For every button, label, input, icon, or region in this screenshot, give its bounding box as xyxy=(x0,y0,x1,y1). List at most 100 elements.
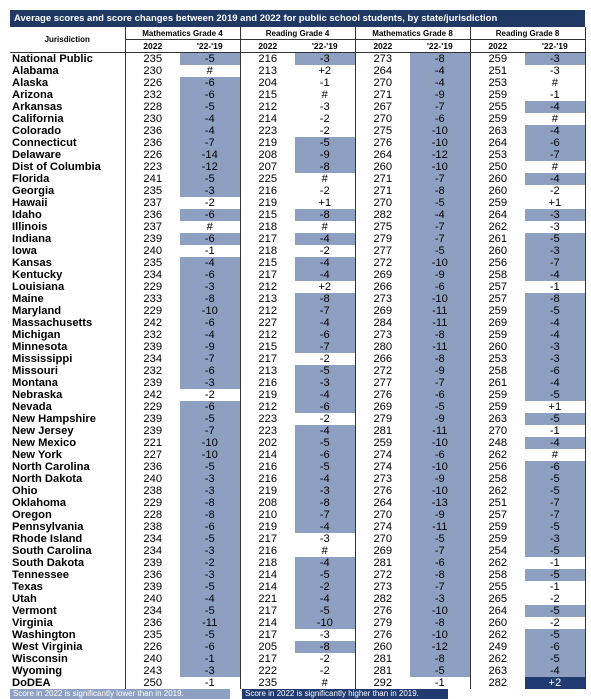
score-change-cell: -7 xyxy=(295,305,356,317)
table-row: Idaho 236 -6 215 -8 282 -4 264 -3 xyxy=(10,209,586,221)
score-change-cell: -4 xyxy=(525,317,586,329)
score-change-cell: -2 xyxy=(295,185,356,197)
score-change-cell: +1 xyxy=(525,197,586,209)
score-change-cell: -3 xyxy=(295,101,356,113)
table-row: Kentucky 234 -6 217 -4 269 -9 258 -4 xyxy=(10,269,586,281)
score-2022-cell: 270 xyxy=(373,509,393,521)
score-change-cell: -11 xyxy=(180,617,241,629)
score-2022-cell: 218 xyxy=(258,221,278,233)
score-change-cell: -5 xyxy=(295,461,356,473)
score-2022-cell: 217 xyxy=(258,533,278,545)
score-change-cell: -10 xyxy=(410,461,471,473)
subheader-year: 2022 xyxy=(125,39,180,53)
score-change-cell: # xyxy=(295,89,356,101)
score-2022-cell: 240 xyxy=(143,245,163,257)
score-change-cell: -3 xyxy=(295,533,356,545)
jurisdiction-name: DoDEA xyxy=(10,677,126,689)
score-change-cell: -3 xyxy=(295,52,356,65)
score-2022-cell: 259 xyxy=(488,521,508,533)
score-2022-cell: 266 xyxy=(373,281,393,293)
score-2022-cell: 272 xyxy=(373,257,393,269)
score-2022-cell: 275 xyxy=(373,125,393,137)
score-2022-cell: 273 xyxy=(373,293,393,305)
table-row: Vermont 234 -5 217 -5 276 -10 264 -5 xyxy=(10,605,586,617)
score-change-cell: -5 xyxy=(295,137,356,149)
jurisdiction-name: Oklahoma xyxy=(10,497,126,509)
score-2022-cell: 212 xyxy=(258,401,278,413)
score-2022-cell: 259 xyxy=(488,197,508,209)
score-change-cell: -5 xyxy=(410,401,471,413)
score-change-cell: -2 xyxy=(295,413,356,425)
score-2022-cell: 217 xyxy=(258,653,278,665)
score-change-cell: -3 xyxy=(525,341,586,353)
subheader-year: 2022 xyxy=(355,39,411,53)
score-change-cell: -11 xyxy=(410,317,471,329)
jurisdiction-name: Hawaii xyxy=(10,197,126,209)
score-change-cell: -6 xyxy=(410,449,471,461)
score-change-cell: -4 xyxy=(295,593,356,605)
score-2022-cell: 279 xyxy=(373,413,393,425)
subheader-change: '22-'19 xyxy=(295,39,356,53)
score-2022-cell: 236 xyxy=(143,617,163,629)
score-change-cell: -4 xyxy=(295,557,356,569)
score-2022-cell: 263 xyxy=(488,413,508,425)
table-row: Utah 240 -4 221 -4 282 -3 265 -2 xyxy=(10,593,586,605)
score-2022-cell: 232 xyxy=(143,365,163,377)
score-2022-cell: 235 xyxy=(143,53,163,65)
table-row: Tennessee 236 -3 214 -5 272 -8 258 -5 xyxy=(10,569,586,581)
score-change-cell: -3 xyxy=(525,209,586,221)
score-2022-cell: 262 xyxy=(488,653,508,665)
table-row: New Hampshire 239 -5 223 -2 279 -9 263 -5 xyxy=(10,413,586,425)
score-change-cell: -8 xyxy=(180,293,241,305)
score-change-cell: -4 xyxy=(295,473,356,485)
score-change-cell: -2 xyxy=(180,197,241,209)
score-change-cell: -4 xyxy=(295,521,356,533)
score-change-cell: -1 xyxy=(180,653,241,665)
score-change-cell: -6 xyxy=(410,389,471,401)
score-change-cell: +1 xyxy=(295,197,356,209)
score-2022-cell: 217 xyxy=(258,233,278,245)
score-change-cell: -3 xyxy=(180,473,241,485)
score-change-cell: -2 xyxy=(180,557,241,569)
score-change-cell: -9 xyxy=(410,89,471,101)
score-change-cell: -2 xyxy=(525,593,586,605)
score-2022-cell: 277 xyxy=(373,245,393,257)
score-change-cell: -10 xyxy=(410,485,471,497)
table-row: Indiana 239 -6 217 -4 279 -7 261 -5 xyxy=(10,233,586,245)
score-2022-cell: 215 xyxy=(258,89,278,101)
table-row: Washington 235 -5 217 -3 276 -10 262 -5 xyxy=(10,629,586,641)
table-row: Massachusetts 242 -6 227 -4 284 -11 269 -4 xyxy=(10,317,586,329)
report-title: Average scores and score changes between… xyxy=(10,10,585,27)
score-2022-cell: 210 xyxy=(258,509,278,521)
score-2022-cell: 229 xyxy=(143,281,163,293)
jurisdiction-name: New Mexico xyxy=(10,437,126,449)
score-2022-cell: 239 xyxy=(143,233,163,245)
jurisdiction-name: Missouri xyxy=(10,365,126,377)
score-2022-cell: 264 xyxy=(488,209,508,221)
score-2022-cell: 258 xyxy=(488,473,508,485)
score-change-cell: -8 xyxy=(410,52,471,65)
score-2022-cell: 213 xyxy=(258,65,278,77)
table-row: Oregon 228 -8 210 -7 270 -9 257 -7 xyxy=(10,509,586,521)
score-change-cell: -2 xyxy=(180,389,241,401)
score-2022-cell: 269 xyxy=(373,545,393,557)
score-change-cell: +1 xyxy=(525,401,586,413)
score-2022-cell: 257 xyxy=(488,509,508,521)
jurisdiction-name: Nevada xyxy=(10,401,126,413)
score-change-cell: -2 xyxy=(525,617,586,629)
score-change-cell: -4 xyxy=(295,269,356,281)
score-change-cell: -10 xyxy=(410,137,471,149)
score-change-cell: +2 xyxy=(525,677,586,689)
score-2022-cell: 259 xyxy=(488,329,508,341)
score-change-cell: -1 xyxy=(525,425,586,437)
jurisdiction-name: Tennessee xyxy=(10,569,126,581)
score-change-cell: -5 xyxy=(295,605,356,617)
jurisdiction-name: Arizona xyxy=(10,89,126,101)
score-change-cell: # xyxy=(295,677,356,689)
score-change-cell: -7 xyxy=(410,581,471,593)
score-2022-cell: 234 xyxy=(143,533,163,545)
score-2022-cell: 276 xyxy=(373,137,393,149)
score-change-cell: -5 xyxy=(180,101,241,113)
score-change-cell: -9 xyxy=(180,341,241,353)
score-2022-cell: 236 xyxy=(143,125,163,137)
